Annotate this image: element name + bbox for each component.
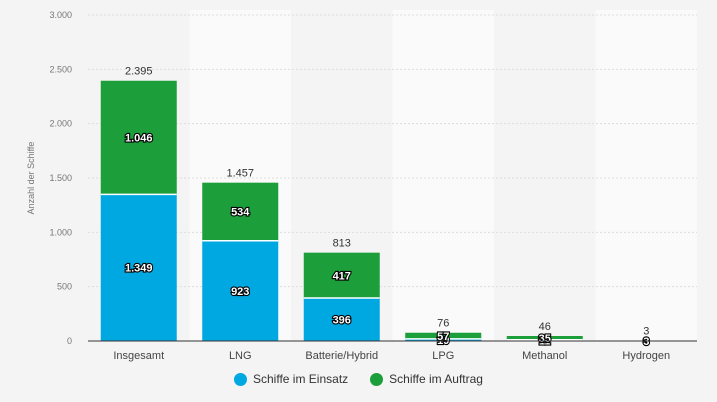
x-tick-label: Hydrogen (622, 350, 670, 362)
x-tick-label: LPG (432, 350, 454, 362)
segment-value-label: 57 (437, 331, 449, 343)
segment-value-label: 534 (231, 207, 250, 219)
x-tick-label: LNG (229, 350, 252, 362)
legend: Schiffe im Einsatz Schiffe im Auftrag (0, 372, 717, 386)
bar-segment (202, 182, 279, 241)
bar-chart: 0 500 1.000 1.500 2.000 2.500 3.000 1.349 1.046… (26, 10, 697, 362)
bar-segment (405, 332, 482, 339)
total-value-label: 3 (643, 326, 649, 338)
category-band (392, 10, 494, 341)
legend-label-einsatz: Schiffe im Einsatz (253, 372, 349, 386)
bar-segment (303, 252, 380, 298)
legend-marker-auftrag (370, 372, 384, 386)
total-value-label: 1.457 (226, 168, 254, 180)
y-tick-label: 2.500 (49, 64, 72, 74)
segment-value-label: 3 (643, 336, 649, 348)
legend-label-auftrag: Schiffe im Auftrag (389, 372, 483, 386)
bar-segment (303, 297, 380, 341)
segment-value-label: 923 (231, 286, 249, 298)
segment-value-label: 417 (333, 270, 351, 282)
category-band (595, 10, 697, 341)
y-tick-label: 2.000 (49, 119, 72, 129)
y-tick-label: 3.000 (49, 10, 72, 20)
total-value-label: 46 (539, 321, 551, 333)
segment-value-label: 35 (539, 333, 551, 345)
total-value-label: 2.395 (125, 66, 153, 78)
x-tick-label: Insgesamt (113, 350, 164, 362)
segment-value-label: 396 (333, 314, 351, 326)
total-value-label: 813 (333, 238, 351, 250)
total-value-label: 76 (437, 318, 449, 330)
y-tick-label: 500 (57, 282, 72, 292)
segment-value-label: 0 (643, 336, 649, 348)
bar-segment (405, 338, 482, 341)
bar-segment (202, 240, 279, 341)
bar-segment (100, 80, 177, 195)
segment-value-label: 1.046 (125, 133, 153, 145)
y-tick-label: 1.000 (49, 227, 72, 237)
y-tick-label: 1.500 (49, 173, 72, 183)
x-tick-label: Batterie/Hybrid (305, 350, 378, 362)
x-tick-label: Methanol (522, 350, 567, 362)
legend-item-auftrag[interactable]: Schiffe im Auftrag (370, 372, 483, 386)
y-axis-label: Anzahl der Schiffe (26, 142, 36, 215)
legend-item-einsatz[interactable]: Schiffe im Einsatz (234, 372, 348, 386)
bar-segment (506, 336, 583, 340)
legend-marker-einsatz (234, 372, 247, 386)
y-tick-label: 0 (67, 336, 72, 346)
segment-value-label: 1.349 (125, 263, 153, 275)
bar-segment (100, 194, 177, 341)
